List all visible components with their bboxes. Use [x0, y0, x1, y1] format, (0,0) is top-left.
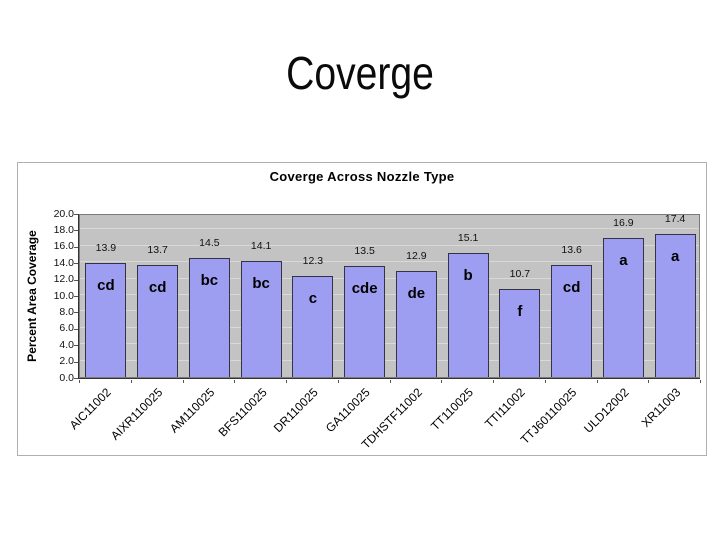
bar-TDHSTF11002	[395, 271, 437, 377]
y-gridline	[80, 244, 699, 246]
significance-letter: c	[308, 290, 318, 308]
y-tick-mark	[74, 230, 78, 232]
x-tick-mark	[337, 380, 339, 383]
x-tick-label: DR110025	[271, 385, 322, 436]
bar-AIXR110025	[137, 264, 179, 377]
y-tick-mark	[74, 361, 78, 363]
y-axis-line	[78, 214, 79, 379]
bar-TT110025	[447, 253, 489, 377]
bar-AM110025	[188, 258, 230, 377]
y-tick-label: 10.0	[53, 289, 74, 302]
bar-BFS110025	[240, 261, 282, 377]
y-tick-label: 18.0	[53, 223, 74, 236]
y-tick-label: 8.0	[59, 305, 74, 318]
bar-XR11003	[654, 234, 696, 377]
significance-letter: a	[619, 252, 628, 270]
bar-value-label: 12.9	[406, 250, 427, 263]
bar-value-label: 17.4	[664, 213, 686, 226]
plot-area: 13.9 cd 13.7 cd 14.5 bc 14.1 bc 12.3 c 13.5 cde 12.9…	[79, 213, 700, 378]
x-tick-label: TTI11002	[482, 385, 529, 431]
x-tick-mark	[389, 380, 391, 383]
y-tick-mark	[74, 263, 78, 265]
y-tick-mark	[74, 279, 78, 281]
x-tick-label: TT110025	[428, 385, 477, 434]
y-tick-mark	[74, 345, 78, 347]
x-tick-label: GA110025	[322, 385, 373, 436]
bar-DR110025	[292, 276, 334, 377]
significance-letter: cde	[351, 280, 378, 298]
x-tick-label: AIC11002	[67, 385, 115, 433]
y-tick-mark	[74, 378, 78, 379]
y-tick-mark	[74, 328, 78, 330]
significance-letter: b	[463, 267, 473, 285]
significance-letter: cd	[148, 278, 167, 296]
significance-letter: a	[670, 248, 680, 266]
y-gridline	[80, 261, 699, 263]
y-gridline	[80, 359, 699, 361]
bar-value-label: 12.3	[302, 255, 324, 268]
x-tick-mark	[79, 380, 80, 383]
y-gridline	[80, 343, 699, 345]
bar-chart-object[interactable]: Coverge Across Nozzle Type Percent Area …	[17, 162, 707, 456]
bar-TTJ60110025	[551, 265, 593, 377]
significance-letter: de	[407, 285, 426, 303]
y-tick-label: 12.0	[53, 273, 74, 286]
y-tick-mark	[74, 312, 78, 314]
x-tick-mark	[130, 380, 132, 383]
y-tick-mark	[74, 296, 78, 297]
bar-value-label: 13.6	[561, 244, 582, 257]
y-gridline	[80, 228, 699, 230]
bar-value-label: 10.7	[509, 268, 531, 281]
x-tick-mark	[441, 380, 443, 383]
x-tick-label: ULD12002	[581, 385, 632, 436]
significance-letter: bc	[200, 272, 219, 290]
bar-ULD12002	[602, 238, 644, 377]
bar-AIC11002	[85, 263, 127, 377]
x-tick-label: BFS110025	[215, 385, 270, 440]
y-gridline	[80, 294, 699, 295]
y-gridline	[80, 326, 699, 328]
x-tick-label: XR11003	[638, 385, 684, 430]
bar-GA110025	[344, 266, 386, 377]
x-tick-mark	[648, 380, 650, 383]
significance-letter: bc	[252, 275, 270, 293]
y-tick-label: 16.0	[53, 240, 74, 253]
y-gridline	[80, 310, 699, 312]
y-tick-label: 2.0	[59, 355, 74, 368]
bar-value-label: 16.9	[613, 217, 634, 230]
x-tick-mark	[234, 380, 236, 383]
significance-letter: cd	[562, 279, 581, 297]
y-tick-label: 20.0	[53, 207, 74, 220]
y-tick-label: 6.0	[59, 322, 74, 335]
bar-TTI11002	[499, 289, 541, 377]
bar-value-label: 15.1	[457, 232, 479, 245]
x-tick-label: AIXR110025	[108, 385, 166, 443]
x-axis-line	[78, 378, 700, 379]
bar-value-label: 13.5	[354, 245, 375, 258]
y-tick-mark	[74, 214, 78, 215]
y-tick-mark	[74, 246, 78, 248]
x-tick-mark	[700, 380, 701, 383]
slide-title: Coverge	[286, 47, 434, 99]
y-tick-label: 4.0	[59, 338, 74, 351]
bar-value-label: 14.5	[199, 237, 220, 250]
x-tick-label: AM110025	[167, 385, 218, 436]
y-tick-label: 0.0	[59, 371, 74, 384]
x-tick-mark	[596, 380, 598, 383]
x-tick-mark	[493, 380, 494, 383]
x-tick-label: TTJ60110025	[518, 385, 580, 447]
chart-title: Coverge Across Nozzle Type	[269, 169, 455, 184]
x-tick-mark	[544, 380, 546, 383]
y-gridline	[80, 277, 699, 279]
x-tick-mark	[286, 380, 287, 383]
y-tick-label: 14.0	[53, 256, 74, 269]
significance-letter: cd	[97, 277, 115, 295]
bar-value-label: 13.7	[147, 243, 168, 256]
x-tick-mark	[182, 380, 184, 383]
bar-value-label: 13.9	[95, 242, 117, 255]
significance-letter: f	[517, 303, 523, 321]
bar-value-label: 14.1	[250, 240, 272, 253]
